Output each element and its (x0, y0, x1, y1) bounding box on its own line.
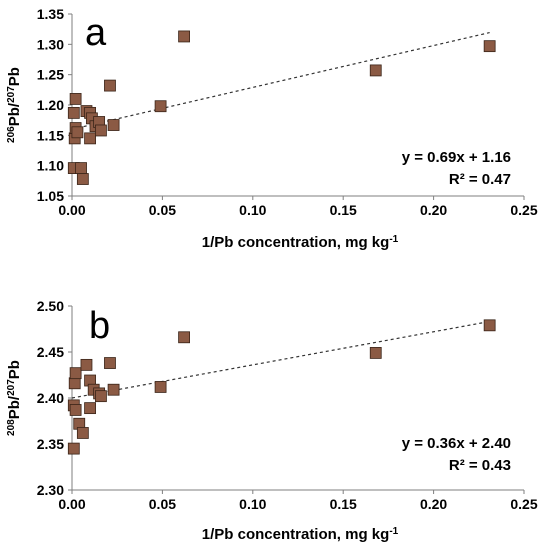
panel-b-data-point (68, 377, 81, 390)
panel-a-xlabel-sup: -1 (389, 234, 398, 245)
panel-b-data-point (69, 367, 82, 380)
panel-b-y-tick-label: 2.30 (37, 482, 64, 498)
panel-b-ylabel-main2: Pb (6, 360, 23, 379)
panel-a-data-point (84, 132, 96, 145)
panel-b-x-tick-label: 0.25 (510, 496, 537, 512)
panel-b-data-point (154, 381, 167, 393)
panel-a-y-tick-label: 1.10 (37, 158, 64, 174)
panel-b-data-point (69, 404, 82, 416)
panel-a-trendline (71, 31, 490, 130)
panel-b-x-axis-label: 1/Pb concentration, mg kg-1 (202, 526, 399, 544)
panel-b-y-tick-label: 2.40 (37, 390, 64, 406)
panel-a-x-tick-label: 0.05 (149, 202, 176, 218)
panel-b-ylabel-sup2: 207 (6, 379, 17, 396)
panel-a-ylabel-main1: Pb/ (6, 102, 23, 126)
panel-a-ylabel-sup1: 206 (6, 126, 17, 143)
panel-b-x-tick-label: 0.15 (330, 496, 357, 512)
panel-a-ticks: 1.05 1.10 1.15 1.20 1.25 1.30 1.35 0.00 0.05 0.10… (37, 6, 538, 218)
panel-a-y-tick-label: 1.20 (37, 97, 64, 113)
panel-a-points (67, 30, 496, 185)
panel-b-y-tick-label: 2.35 (37, 436, 64, 452)
panel-b-xlabel-sup: -1 (389, 526, 398, 537)
panel-b-data-point (84, 402, 96, 415)
panel-a-y-tick-label: 1.35 (37, 6, 64, 22)
panel-a-ylabel-main2: Pb (6, 67, 23, 86)
panel-b-equation: y = 0.36x + 2.40 (402, 435, 511, 452)
panel-b-ylabel-sup1: 208 (6, 419, 17, 436)
panel-a-x-axis-label: 1/Pb concentration, mg kg-1 (202, 234, 399, 252)
panel-b-trendline (71, 320, 490, 399)
panel-b-x-tick-label: 0.05 (149, 496, 176, 512)
panel-a-data-point (76, 173, 89, 185)
panel-a-y-tick-label: 1.25 (37, 67, 64, 83)
panel-b-label: b (89, 305, 110, 347)
panel-b-data-point (76, 427, 89, 439)
panel-b-r2: R² = 0.43 (449, 457, 511, 474)
panel-b: 2.30 2.35 2.40 2.45 2.50 0.00 0.05 0.10 0.15 0.20… (6, 298, 538, 543)
panel-a-data-point (107, 119, 120, 131)
panel-b-data-point (369, 347, 382, 359)
panel-b-ylabel-main1: Pb/ (6, 395, 23, 419)
panel-a-x-tick-label: 0.25 (510, 202, 537, 218)
panel-a-data-point (71, 126, 84, 139)
panel-b-data-point (80, 358, 93, 371)
panel-a-x-tick-label: 0.20 (420, 202, 447, 218)
panel-a-y-tick-label: 1.30 (37, 36, 64, 52)
panel-a-y-axis-label: 206Pb/207Pb (6, 67, 24, 143)
panel-a-ylabel-sup2: 207 (6, 86, 17, 103)
panel-b-points (67, 319, 496, 455)
panel-a-y-tick-label: 1.05 (37, 188, 64, 204)
panel-b-y-axis-label: 208Pb/207Pb (6, 360, 24, 436)
panel-b-y-tick-label: 2.50 (37, 298, 64, 314)
panel-b-ticks: 2.30 2.35 2.40 2.45 2.50 0.00 0.05 0.10 0.15 0.20… (37, 298, 538, 512)
panel-b-data-point (95, 390, 107, 403)
panel-b-x-tick-label: 0.20 (420, 496, 447, 512)
panel-a-data-point (369, 64, 382, 77)
panel-a-y-tick-label: 1.15 (37, 127, 64, 143)
panel-a-equation: y = 0.69x + 1.16 (402, 149, 511, 166)
panel-a-data-point (69, 93, 82, 105)
panel-a-xlabel-main: 1/Pb concentration, mg kg (202, 234, 390, 251)
panel-a-data-point (178, 30, 190, 43)
panel-b-data-point (483, 319, 496, 332)
panel-b-data-point (104, 357, 116, 369)
panel-b-x-tick-label: 0.00 (58, 496, 85, 512)
panel-a-data-point (75, 162, 87, 174)
panel-a-data-point (104, 79, 116, 92)
panel-a-data-point (483, 40, 496, 53)
panel-a-x-tick-label: 0.15 (330, 202, 357, 218)
panel-b-data-point (107, 383, 120, 396)
panel-a-data-point (95, 124, 107, 137)
panel-b-y-tick-label: 2.45 (37, 344, 64, 360)
panel-b-data-point (67, 442, 80, 455)
panel-a-data-point (67, 106, 80, 119)
panel-b-x-tick-label: 0.10 (239, 496, 266, 512)
panel-a: 1.05 1.10 1.15 1.20 1.25 1.30 1.35 0.00 0.05 0.10… (6, 6, 538, 251)
panel-a-x-tick-label: 0.10 (239, 202, 266, 218)
panel-a-label: a (85, 12, 107, 54)
panel-a-x-tick-label: 0.00 (58, 202, 85, 218)
panel-b-data-point (178, 331, 190, 344)
panel-a-axes (71, 14, 524, 197)
panel-a-r2: R² = 0.47 (449, 171, 511, 188)
panel-b-xlabel-main: 1/Pb concentration, mg kg (202, 526, 390, 543)
panel-a-data-point (154, 100, 167, 113)
